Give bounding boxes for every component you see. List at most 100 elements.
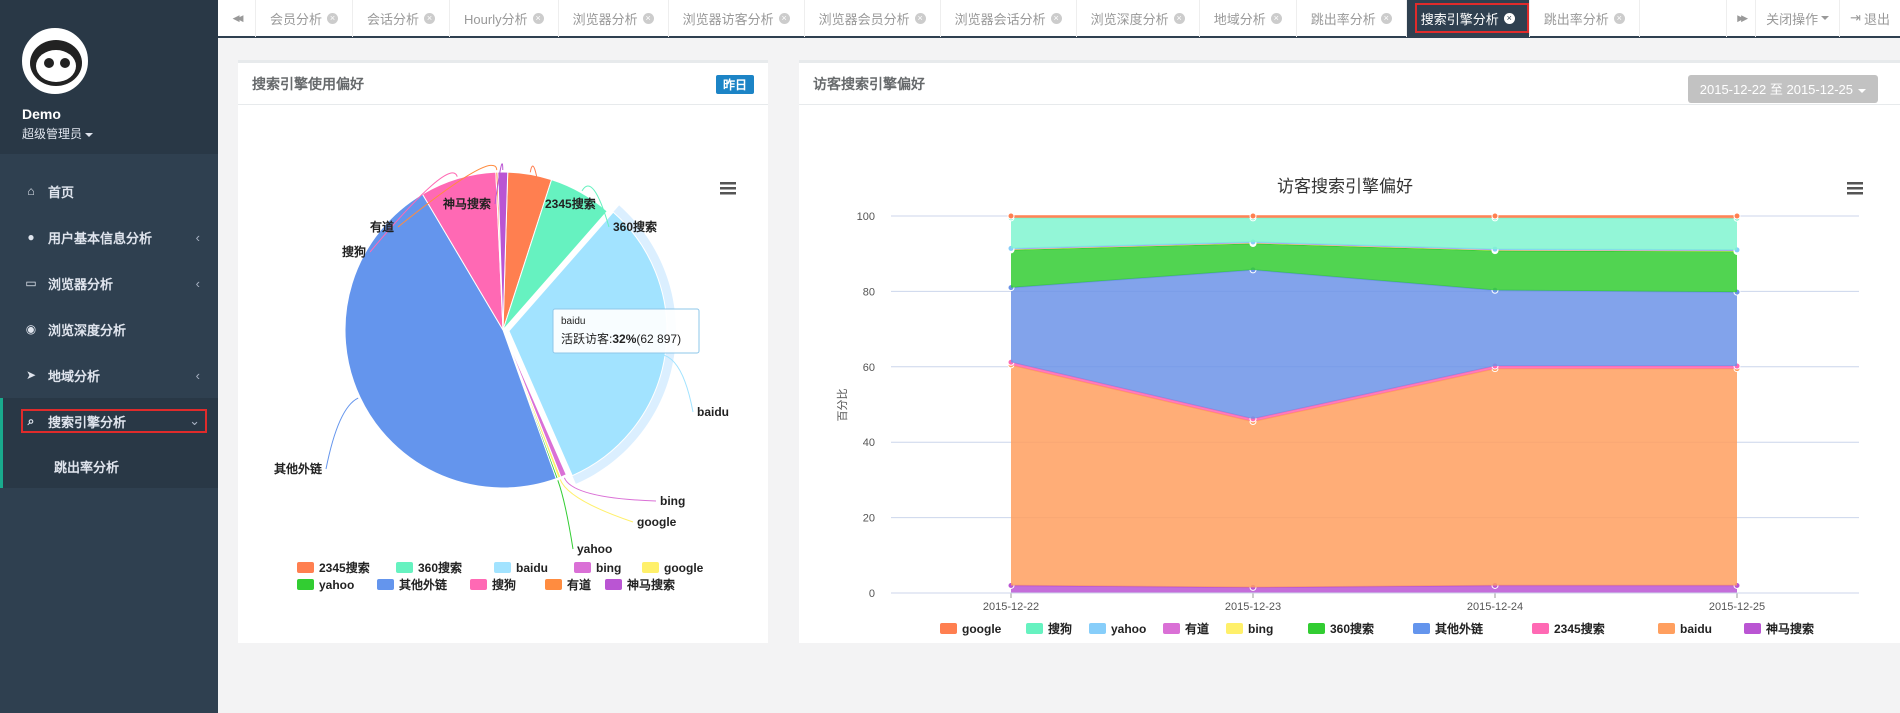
pie-label: 2345搜索 <box>545 196 596 211</box>
date-range-picker[interactable]: 2015-12-22 至 2015-12-25 <box>1687 75 1878 103</box>
tab-item[interactable]: 会员分析 × <box>256 0 354 37</box>
close-tab-icon[interactable]: × <box>914 12 926 24</box>
tab-item[interactable]: 跳出率分析 × <box>1297 0 1407 37</box>
legend-item[interactable]: yahoo <box>297 578 354 592</box>
sidebar-item-bounce-rate[interactable]: 跳出率分析 <box>0 444 218 488</box>
chart-menu-icon[interactable] <box>720 182 736 195</box>
pie-label-line <box>557 480 574 550</box>
legend-item[interactable]: baidu <box>1658 622 1712 636</box>
close-tab-icon[interactable]: × <box>1503 12 1515 24</box>
close-tab-icon[interactable]: × <box>1613 12 1625 24</box>
pie-chart: 2345搜索360搜索baidubinggoogleyahoo其他外链搜狗有道神… <box>274 163 736 592</box>
close-tab-icon[interactable]: × <box>1173 12 1185 24</box>
area-其他外链[interactable] <box>1011 269 1737 419</box>
point-google[interactable] <box>1733 212 1741 220</box>
close-tab-icon[interactable]: × <box>327 12 339 24</box>
tab-item[interactable]: 会话分析 × <box>353 0 451 37</box>
avatar[interactable] <box>22 28 88 94</box>
sidebar-item-region[interactable]: ➤ 地域分析 ‹ <box>0 352 218 398</box>
tabs-scroll-right-button[interactable]: ▶▶ <box>1726 0 1755 37</box>
sidebar-item-browser[interactable]: ▭ 浏览器分析 ‹ <box>0 260 218 306</box>
tab-item[interactable]: 浏览深度分析 × <box>1077 0 1200 37</box>
legend-label: 有道 <box>567 577 591 592</box>
chart-menu-icon[interactable] <box>1847 182 1863 195</box>
close-tab-icon[interactable]: × <box>1380 12 1392 24</box>
sidebar-item-user-basic-info[interactable]: ● 用户基本信息分析 ‹ <box>0 214 218 260</box>
legend-label: bing <box>596 561 621 575</box>
sidebar-item-label: 搜索引擎分析 <box>48 414 127 430</box>
legend-swatch <box>545 579 562 590</box>
tabs-bar: ◀◀ 会员分析 × 会话分析 × Hourly分析 × 浏览器分析 × 浏览器访客分析 × 浏览器会… <box>218 0 1900 38</box>
legend-item[interactable]: 2345搜索 <box>297 560 370 575</box>
legend-item[interactable]: bing <box>1226 622 1273 636</box>
legend-item[interactable]: 其他外链 <box>1413 621 1484 636</box>
visitor-search-engine-panel: 访客搜索引擎偏好 2015-12-22 至 2015-12-25 访客搜索引擎偏… <box>799 60 1900 643</box>
tooltip-value: 活跃访客:32%(62 897) <box>561 331 681 346</box>
legend-item[interactable]: baidu <box>494 561 548 575</box>
legend-item[interactable]: google <box>642 561 704 575</box>
close-tab-icon[interactable]: × <box>778 12 790 24</box>
tabs-scroll-left-button[interactable]: ◀◀ <box>218 0 256 37</box>
legend-swatch <box>1089 623 1106 634</box>
tab-item[interactable]: 搜索引擎分析 × <box>1406 0 1530 37</box>
pie-legend: 2345搜索 360搜索 baidu bing google yahoo 其他外链 搜狗 有道 神… <box>297 560 704 592</box>
close-operations-dropdown[interactable]: 关闭操作 <box>1755 0 1839 37</box>
legend-label: 神马搜索 <box>627 577 675 592</box>
area-2345搜索[interactable] <box>1011 362 1737 422</box>
area-baidu[interactable] <box>1011 364 1737 588</box>
sidebar-item-search-engine[interactable]: ⌕ 搜索引擎分析 ⌄ <box>0 398 218 444</box>
logout-button[interactable]: ⇥ 退出 <box>1839 0 1900 37</box>
pie-label: 其他外链 <box>274 461 323 476</box>
legend-item[interactable]: 2345搜索 <box>1532 621 1605 636</box>
legend-item[interactable]: 神马搜索 <box>605 577 675 592</box>
tab-item[interactable]: 浏览器分析 × <box>559 0 669 37</box>
legend-item[interactable]: 有道 <box>1163 621 1209 636</box>
point-google[interactable] <box>1249 212 1257 220</box>
legend-item[interactable]: google <box>940 622 1002 636</box>
chevron-down-icon: ⌄ <box>189 413 200 428</box>
highlight-box <box>21 409 207 433</box>
area-series <box>1007 212 1741 593</box>
legend-item[interactable]: 360搜索 <box>396 560 462 575</box>
pie-slice-神马搜索[interactable] <box>497 171 509 331</box>
profile-name[interactable]: Demo <box>22 106 61 122</box>
location-arrow-icon: ➤ <box>25 368 37 382</box>
legend-item[interactable]: 搜狗 <box>470 577 516 592</box>
legend-item[interactable]: 有道 <box>545 577 591 592</box>
sidebar-item-browse-depth[interactable]: ◉ 浏览深度分析 <box>0 306 218 352</box>
legend-item[interactable]: 神马搜索 <box>1744 621 1814 636</box>
tab-item[interactable]: 跳出率分析 × <box>1530 0 1640 37</box>
pie-slice-其他外链[interactable] <box>344 193 557 489</box>
point-google[interactable] <box>1491 212 1499 220</box>
profile-role-dropdown[interactable]: 超级管理员 <box>22 125 218 142</box>
legend-item[interactable]: 搜狗 <box>1026 621 1072 636</box>
tab-label: 浏览器会员分析 <box>818 11 910 27</box>
tab-item[interactable]: 浏览器访客分析 × <box>669 0 805 37</box>
legend-item[interactable]: bing <box>574 561 621 575</box>
legend-item[interactable]: 360搜索 <box>1308 621 1374 636</box>
sidebar-item-home[interactable]: ⌂ 首页 <box>0 168 218 214</box>
legend-item[interactable]: yahoo <box>1089 622 1146 636</box>
legend-item[interactable]: 其他外链 <box>377 577 448 592</box>
tab-item[interactable]: Hourly分析 × <box>450 0 559 37</box>
area-360搜索[interactable] <box>1011 243 1737 293</box>
close-tab-icon[interactable]: × <box>532 12 544 24</box>
tab-item[interactable]: 浏览器会话分析 × <box>941 0 1077 37</box>
close-tab-icon[interactable]: × <box>642 12 654 24</box>
tab-item[interactable]: 地域分析 × <box>1200 0 1297 37</box>
legend-swatch <box>1532 623 1549 634</box>
tab-label: 浏览器访客分析 <box>682 11 774 27</box>
pie-slice-360搜索[interactable] <box>502 179 608 331</box>
area-搜狗[interactable] <box>1011 217 1737 250</box>
area-legend: google 搜狗 yahoo 有道 bing 360搜索 其他外链 2345搜索 baidu 神… <box>940 621 1814 636</box>
tab-item[interactable]: 浏览器会员分析 × <box>805 0 941 37</box>
y-tick-label: 60 <box>863 362 875 374</box>
close-tab-icon[interactable]: × <box>1050 12 1062 24</box>
legend-swatch <box>642 562 659 573</box>
tab-label: 会员分析 <box>270 11 323 27</box>
close-tab-icon[interactable]: × <box>424 12 436 24</box>
close-operations-label: 关闭操作 <box>1766 11 1819 27</box>
close-tab-icon[interactable]: × <box>1270 12 1282 24</box>
point-google[interactable] <box>1007 212 1015 220</box>
